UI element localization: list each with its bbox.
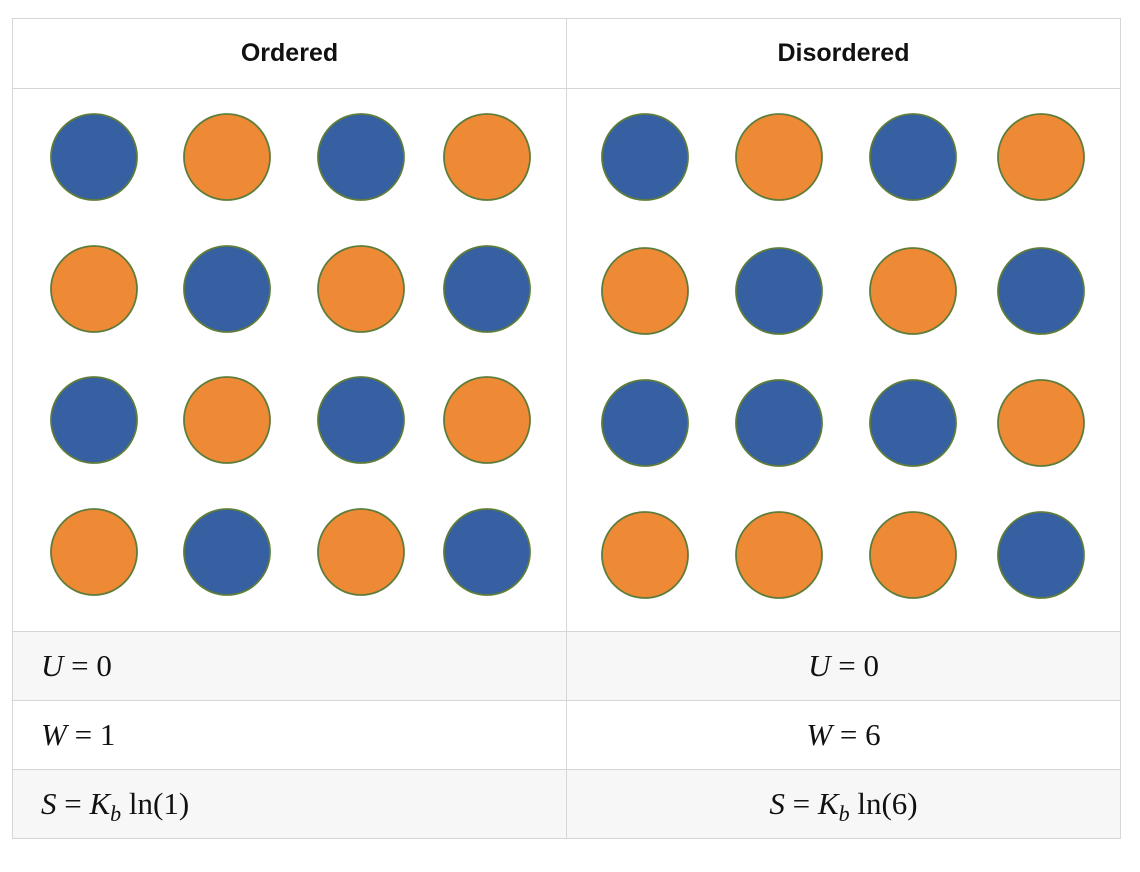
particle-blue-r3-c3	[317, 376, 405, 464]
ordered-particle-grid	[50, 113, 531, 596]
particle-orange-r4-c3	[869, 511, 957, 599]
log-term: ln(1)	[121, 786, 190, 821]
particle-orange-r3-c4	[997, 379, 1085, 467]
particle-blue-r3-c3	[869, 379, 957, 467]
ordered-header: Ordered	[12, 18, 567, 89]
disordered-entropy-formula: S = Kb ln(6)	[566, 769, 1121, 839]
equals-sign: =	[56, 786, 90, 821]
microstates-value: 1	[99, 717, 116, 752]
particle-blue-r1-c1	[50, 113, 138, 201]
particle-blue-r3-c1	[50, 376, 138, 464]
particle-orange-r1-c4	[997, 113, 1085, 201]
energy-row: U = 0 U = 0	[12, 631, 1121, 701]
microstates-value: 6	[865, 717, 881, 752]
energy-value: 0	[96, 648, 112, 683]
equals-sign: =	[66, 717, 100, 752]
disordered-particle-grid	[601, 113, 1085, 599]
disordered-microstates-formula: W = 6	[566, 700, 1121, 770]
energy-symbol: U	[41, 648, 64, 683]
particle-blue-r3-c1	[601, 379, 689, 467]
equals-sign: =	[784, 786, 818, 821]
particle-blue-r1-c1	[601, 113, 689, 201]
particle-orange-r4-c3	[317, 508, 405, 596]
ordered-grid-cell	[12, 88, 567, 632]
particle-blue-r2-c2	[183, 245, 271, 333]
log-term: ln(6)	[849, 786, 918, 821]
entropy-row: S = Kb ln(1) S = Kb ln(6)	[12, 769, 1121, 839]
particle-orange-r1-c4	[443, 113, 531, 201]
particle-orange-r2-c1	[50, 245, 138, 333]
particle-orange-r4-c1	[601, 511, 689, 599]
equals-sign: =	[830, 648, 864, 683]
particle-orange-r2-c3	[869, 247, 957, 335]
ordered-energy-formula: U = 0	[12, 631, 567, 701]
particle-orange-r2-c3	[317, 245, 405, 333]
particle-orange-r1-c2	[183, 113, 271, 201]
energy-symbol: U	[808, 648, 831, 683]
microstates-row: W = 1 W = 6	[12, 700, 1121, 770]
microstates-symbol: W	[41, 717, 67, 752]
boltzmann-subscript: b	[838, 801, 850, 826]
entropy-symbol: S	[769, 786, 785, 821]
particle-orange-r4-c2	[735, 511, 823, 599]
particle-blue-r2-c4	[443, 245, 531, 333]
particle-blue-r1-c3	[869, 113, 957, 201]
entropy-comparison-table: Ordered Disordered U = 0 U = 0 W = 1 W =…	[12, 18, 1121, 839]
boltzmann-constant: K	[89, 786, 111, 821]
microstates-symbol: W	[806, 717, 833, 752]
particle-blue-r3-c2	[735, 379, 823, 467]
boltzmann-constant: K	[817, 786, 839, 821]
particle-orange-r3-c4	[443, 376, 531, 464]
entropy-symbol: S	[41, 786, 57, 821]
particle-blue-r2-c2	[735, 247, 823, 335]
particle-blue-r2-c4	[997, 247, 1085, 335]
disordered-energy-formula: U = 0	[566, 631, 1121, 701]
particle-blue-r4-c4	[997, 511, 1085, 599]
disordered-grid-cell	[566, 88, 1121, 632]
grid-row	[12, 88, 1121, 632]
ordered-microstates-formula: W = 1	[12, 700, 567, 770]
equals-sign: =	[63, 648, 97, 683]
disordered-header: Disordered	[566, 18, 1121, 89]
particle-orange-r4-c1	[50, 508, 138, 596]
equals-sign: =	[832, 717, 866, 752]
boltzmann-subscript: b	[110, 801, 122, 826]
particle-blue-r4-c2	[183, 508, 271, 596]
particle-blue-r1-c3	[317, 113, 405, 201]
particle-orange-r1-c2	[735, 113, 823, 201]
ordered-entropy-formula: S = Kb ln(1)	[12, 769, 567, 839]
header-row: Ordered Disordered	[12, 18, 1121, 89]
particle-orange-r3-c2	[183, 376, 271, 464]
particle-blue-r4-c4	[443, 508, 531, 596]
energy-value: 0	[863, 648, 879, 683]
particle-orange-r2-c1	[601, 247, 689, 335]
